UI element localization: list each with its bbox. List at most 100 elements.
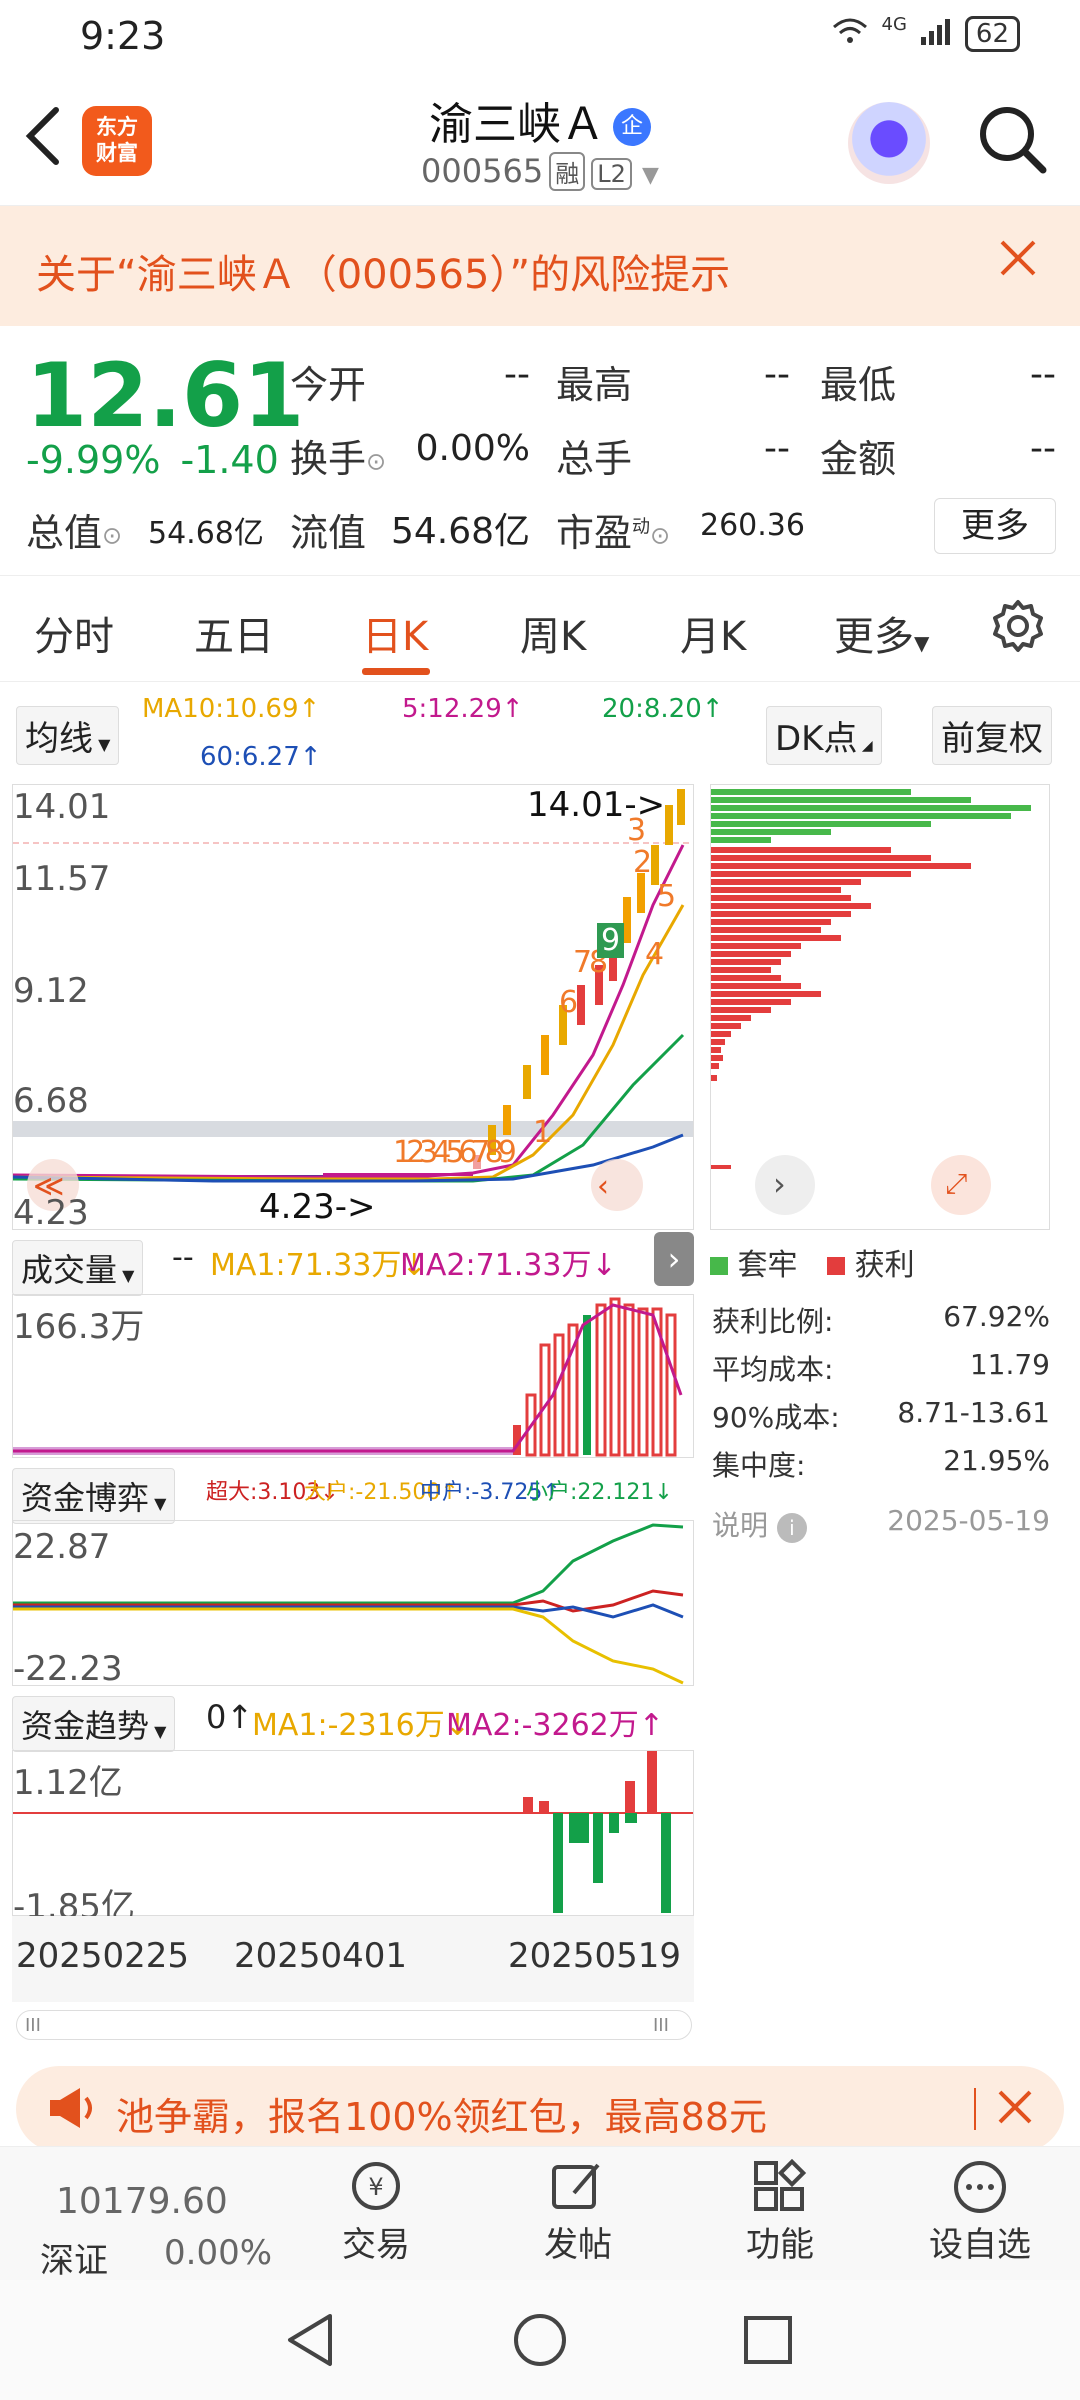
tab-five-day[interactable]: 五日 <box>194 614 274 660</box>
ma10-label: MA10:10.69↑ <box>142 694 321 724</box>
info-icon[interactable]: ⊙ <box>102 521 123 550</box>
y-label-2: 11.57 <box>13 859 111 899</box>
trend-svg <box>13 1751 693 1913</box>
logo-line1: 东方 <box>96 115 138 139</box>
trend-v0: 0↑ <box>206 1698 254 1736</box>
function-button[interactable]: 功能 <box>746 2225 814 2265</box>
caret-down-icon: ▼ <box>117 1266 135 1285</box>
assistant-avatar[interactable] <box>848 102 930 184</box>
stock-code-row[interactable]: 000565 融 L2 ▼ <box>0 152 1080 191</box>
function-icon[interactable] <box>700 2158 860 2226</box>
turnover-label-text: 换手 <box>290 437 367 481</box>
chip-stat-key-1: 平均成本: <box>712 1353 834 1386</box>
dk-label: DK点 <box>775 719 858 759</box>
chip-stat-key-0: 获利比例: <box>712 1305 834 1338</box>
nav-back-icon[interactable] <box>284 2312 336 2372</box>
dk-point-select[interactable]: DK点 ◢ <box>766 706 882 765</box>
caret-down-icon: ▼ <box>149 1722 167 1741</box>
volume-select[interactable]: 成交量 ▼ <box>12 1240 144 1296</box>
candles-rising <box>473 789 685 1169</box>
scroll-left-icon[interactable]: ≪ <box>33 1169 65 1204</box>
nav-recent-icon[interactable] <box>742 2314 794 2370</box>
fund-select[interactable]: 资金博弈 ▼ <box>12 1468 176 1524</box>
info-icon[interactable]: ⊙ <box>366 447 387 476</box>
more-button[interactable]: 更多 <box>934 498 1056 554</box>
system-nav-bar <box>0 2280 1080 2400</box>
date-1: 20250225 <box>16 1936 190 1976</box>
ma-select[interactable]: 均线 ▼ <box>16 706 120 765</box>
high-marker: 14.01-> <box>527 785 666 825</box>
turnover-value: 0.00% <box>415 428 530 469</box>
volume-dash: -- <box>172 1240 194 1275</box>
chevron-left-icon[interactable]: ‹ <box>597 1169 609 1204</box>
trend-select[interactable]: 资金趋势 ▼ <box>12 1696 176 1752</box>
mcap-value: 54.68亿 <box>148 516 264 551</box>
range-scroller[interactable]: III III <box>16 2010 692 2040</box>
chip-svg <box>711 789 1031 1215</box>
fund-top-label: 22.87 <box>13 1527 111 1567</box>
tab-monthly-k[interactable]: 月K <box>680 614 747 660</box>
tab-daily-k[interactable]: 日K <box>362 614 429 660</box>
date-axis: 20250225 20250401 20250519 <box>12 1916 694 2002</box>
battery-icon: 62 <box>964 16 1020 52</box>
kline-chart[interactable]: 14.01 11.57 9.12 6.68 4.23 14.01-> 4.23-… <box>12 784 694 1233</box>
index-name[interactable]: 深证 <box>40 2241 108 2281</box>
trend-chart: 1.12亿 -1.85亿 <box>12 1750 694 1927</box>
risk-notice[interactable]: 关于“渝三峡Ａ（000565）”的风险提示 <box>0 206 1080 326</box>
quote-panel: 12.61 -9.99% -1.40 今开 -- 最高 -- 最低 -- 换手⊙ … <box>0 326 1080 576</box>
promo-banner[interactable]: 池争霸，报名100%领红包，最高88元 <box>16 2066 1064 2152</box>
add-watchlist-button[interactable]: 设自选 <box>929 2225 1031 2265</box>
trade-icon[interactable]: ¥ <box>296 2159 456 2224</box>
index-value[interactable]: 10179.60 <box>56 2181 228 2222</box>
post-icon[interactable] <box>498 2159 658 2226</box>
seq-right-1: 1 <box>533 1115 553 1150</box>
fund-bottom-label: -22.23 <box>13 1649 123 1689</box>
left-handle[interactable]: III <box>25 2015 41 2036</box>
close-icon[interactable] <box>974 2088 1034 2130</box>
open-label: 今开 <box>290 363 367 407</box>
caret-down-icon: ▼ <box>914 631 930 655</box>
high-label: 最高 <box>556 363 633 407</box>
trend-select-label: 资金趋势 <box>21 1707 150 1745</box>
chip-stat-val-0: 67.92% <box>943 1300 1050 1333</box>
turnover-label: 换手⊙ <box>290 428 386 483</box>
mcap-label-text: 总值 <box>26 511 103 555</box>
seq-right-6: 6 <box>559 985 579 1020</box>
pe-sup: 动 <box>632 516 651 538</box>
adjust-select[interactable]: 前复权 <box>932 706 1052 765</box>
profit-swatch <box>827 1257 846 1275</box>
ma5-label: 5:12.29↑ <box>402 694 524 724</box>
chip-note[interactable]: 说明 i <box>712 1504 807 1544</box>
chevron-right-icon[interactable]: › <box>654 1232 694 1286</box>
tab-intraday[interactable]: 分时 <box>34 614 114 660</box>
expand-icon[interactable]: ⤢ <box>945 1167 968 1200</box>
chip-distribution-chart[interactable]: › ⤢ <box>710 784 1050 1230</box>
ma5-line <box>12 844 685 1179</box>
ma20-label: 20:8.20↑ <box>602 694 724 724</box>
chip-stat-key-3: 集中度: <box>712 1449 806 1482</box>
info-icon[interactable]: ⊙ <box>650 521 671 550</box>
low-marker: 4.23-> <box>259 1187 376 1227</box>
search-icon[interactable] <box>975 102 1049 176</box>
margin-tag: 融 <box>549 152 586 191</box>
app-logo[interactable]: 东方 财富 <box>82 106 152 176</box>
trade-button[interactable]: 交易 <box>342 2225 410 2265</box>
logo-line2: 财富 <box>96 141 138 165</box>
tab-more[interactable]: 更多▼ <box>834 604 929 662</box>
post-button[interactable]: 发帖 <box>544 2225 612 2265</box>
more-dots-icon[interactable] <box>900 2159 1060 2226</box>
fund-chart: 22.87 -22.23 <box>12 1520 694 1689</box>
chevron-right-icon[interactable]: › <box>773 1165 786 1203</box>
tab-weekly-k[interactable]: 周K <box>520 614 587 660</box>
stock-title[interactable]: 渝三峡Ａ 企 <box>0 88 1080 152</box>
amount-label: 金额 <box>820 437 897 481</box>
nav-home-icon[interactable] <box>512 2312 568 2372</box>
gear-icon[interactable] <box>990 598 1046 654</box>
volume-ma2: MA2:71.33万↓ <box>400 1248 617 1283</box>
right-handle[interactable]: III <box>653 2015 669 2036</box>
date-3: 20250519 <box>508 1936 682 1976</box>
seq-left: 123456789 <box>393 1135 517 1170</box>
back-icon[interactable] <box>22 104 62 179</box>
change-abs: -1.40 <box>180 438 279 482</box>
close-icon[interactable] <box>996 236 1040 292</box>
